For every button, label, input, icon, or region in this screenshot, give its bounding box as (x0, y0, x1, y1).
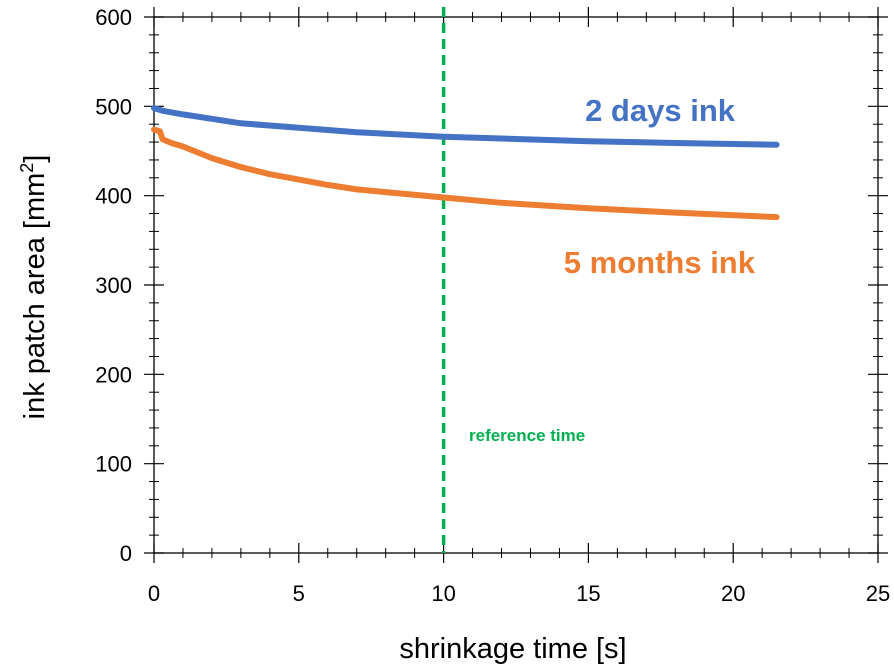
y-tick-label: 100 (95, 452, 132, 477)
series-label-2-days-ink: 2 days ink (585, 93, 736, 128)
y-tick-label: 500 (95, 94, 132, 119)
y-tick-label: 200 (95, 362, 132, 387)
y-tick-label: 0 (120, 541, 132, 566)
y-axis-title: ink patch area [mm2] (17, 155, 51, 420)
y-tick-labels: 0 100 200 300 400 500 600 (95, 5, 132, 566)
y-tick-label: 300 (95, 273, 132, 298)
major-ticks (144, 7, 888, 563)
reference-time-label: reference time (469, 426, 585, 445)
y-tick-label: 400 (95, 184, 132, 209)
x-tick-label: 25 (866, 581, 890, 606)
series-line-2-days-ink (151, 105, 780, 148)
plot-area (153, 16, 879, 554)
x-tick-label: 0 (148, 581, 160, 606)
x-tick-label: 15 (576, 581, 600, 606)
x-tick-label: 20 (721, 581, 745, 606)
x-tick-labels: 0 5 10 15 20 25 (148, 581, 890, 606)
y-axis-title-suffix: ] (19, 155, 51, 163)
x-axis-title: shrinkage time [s] (399, 633, 626, 665)
y-axis-title-superscript: 2 (17, 163, 37, 173)
y-tick-label: 600 (95, 5, 132, 30)
minor-ticks (149, 12, 883, 558)
series-group (151, 105, 780, 221)
y-axis-title-prefix: ink patch area [mm (19, 173, 51, 420)
series-label-5-months-ink: 5 months ink (564, 245, 756, 280)
x-tick-label: 5 (293, 581, 305, 606)
plot-frame (153, 16, 879, 554)
x-tick-label: 10 (431, 581, 455, 606)
series-line-5-months-ink (151, 126, 780, 221)
